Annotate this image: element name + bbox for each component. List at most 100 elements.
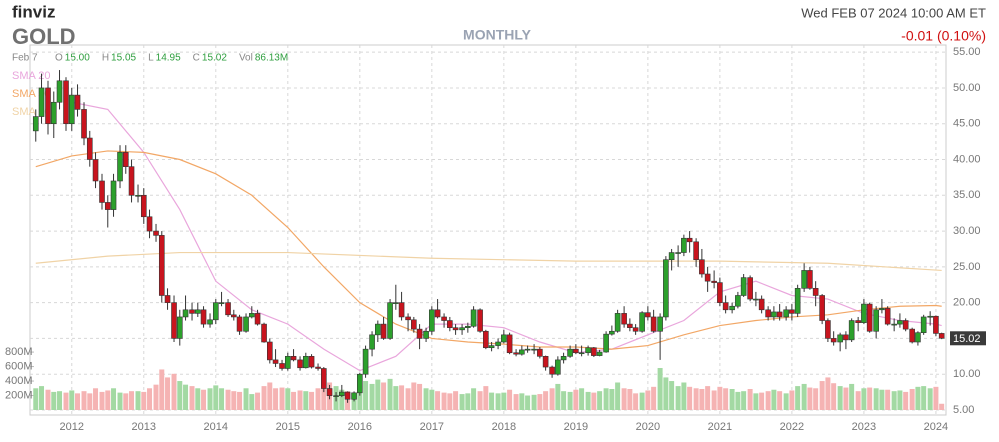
candle-body <box>794 288 801 314</box>
volume-tick-label: 800M <box>5 346 33 358</box>
volume-bar <box>117 392 123 410</box>
volume-bar <box>321 377 327 410</box>
y-tick-label: 50.00 <box>953 82 981 94</box>
candle-body <box>902 320 909 330</box>
volume-bar <box>477 391 483 410</box>
candle-body <box>303 356 309 369</box>
volume-bar <box>261 386 267 410</box>
x-tick-label: 2019 <box>564 421 588 433</box>
volume-bar <box>759 392 765 410</box>
candle-body <box>146 216 153 232</box>
candle-body <box>279 363 285 369</box>
x-tick-label: 2021 <box>708 421 732 433</box>
volume-bar <box>819 381 825 410</box>
volume-bar <box>591 392 597 410</box>
volume-bar <box>567 391 573 410</box>
candle-body <box>56 80 63 103</box>
volume-bar <box>717 386 723 410</box>
quote-value: 14.95 <box>156 53 181 64</box>
volume-bar <box>279 387 285 410</box>
candle-body <box>776 311 783 318</box>
volume-bar <box>423 388 429 410</box>
volume-bar <box>561 391 567 410</box>
volume-bar <box>453 391 459 410</box>
volume-bar <box>177 381 183 410</box>
volume-bar <box>123 393 129 410</box>
candle-body <box>447 320 453 328</box>
candle-body <box>110 180 117 210</box>
volume-bar <box>741 391 747 410</box>
volume-bar <box>843 387 849 410</box>
candle-body <box>542 356 549 368</box>
candle-body <box>194 309 201 314</box>
volume-bar <box>465 393 471 410</box>
candle-body <box>297 359 303 369</box>
volume-bar <box>447 393 453 410</box>
candle-body <box>351 392 357 400</box>
candle-body <box>650 316 657 332</box>
volume-bar <box>555 383 561 410</box>
volume-bar <box>735 391 741 410</box>
candle-body <box>176 316 183 339</box>
candle-body <box>675 252 681 254</box>
candle-body <box>315 366 321 369</box>
candle-body <box>729 305 735 311</box>
volume-bar <box>99 391 105 410</box>
quote-date: Feb 7 <box>12 53 38 64</box>
quote-label: Vol <box>239 53 253 64</box>
candle-body <box>639 312 645 332</box>
candle-body <box>549 366 555 375</box>
candle-body <box>470 309 477 327</box>
volume-bar <box>381 382 387 410</box>
volume-bar <box>855 391 861 410</box>
quote-label: H <box>102 53 109 64</box>
candle-body <box>321 368 327 389</box>
candle-body <box>218 302 225 304</box>
candle-body <box>38 87 45 117</box>
volume-bar <box>603 388 609 410</box>
y-tick-label: 10.00 <box>953 368 981 380</box>
legend-label: SMA 20 <box>12 70 51 82</box>
candle-body <box>537 348 543 357</box>
candle-body <box>140 194 147 218</box>
candle-body <box>531 348 537 351</box>
candle-body <box>567 348 573 357</box>
volume-bar <box>897 390 903 410</box>
volume-bar <box>699 389 705 410</box>
volume-bar <box>297 390 303 410</box>
quote-value: 15.05 <box>111 53 136 64</box>
volume-bar <box>87 393 93 410</box>
volume-bar <box>249 394 255 410</box>
candle-body <box>375 323 381 336</box>
volume-bar <box>627 389 633 410</box>
candle-body <box>441 316 447 321</box>
volume-bar <box>657 368 663 410</box>
volume-bar <box>831 383 837 410</box>
volume-bar <box>93 388 99 410</box>
plot-frame <box>29 44 947 416</box>
volume-bar <box>69 390 75 410</box>
volume-bar <box>135 391 141 410</box>
volume-bar <box>387 378 393 410</box>
volume-bar <box>765 391 771 410</box>
candle-body <box>933 315 939 334</box>
candle-body <box>603 333 609 353</box>
candle-body <box>693 241 699 261</box>
candle-body <box>758 298 765 311</box>
candle-body <box>50 101 57 125</box>
candle-body <box>627 323 633 328</box>
volume-bar <box>267 382 273 410</box>
candle-body <box>855 320 861 323</box>
candle-body <box>398 302 405 318</box>
candle-body <box>326 388 333 396</box>
candle-body <box>585 347 591 354</box>
volume-bar <box>723 388 729 410</box>
volume-bar <box>471 388 477 410</box>
volume-bar <box>873 388 879 410</box>
volume-bar <box>783 393 789 410</box>
volume-bar <box>357 384 363 410</box>
candle-body <box>740 277 747 296</box>
volume-bar <box>285 388 291 410</box>
candle-body <box>128 166 135 196</box>
volume-bar <box>651 386 657 410</box>
